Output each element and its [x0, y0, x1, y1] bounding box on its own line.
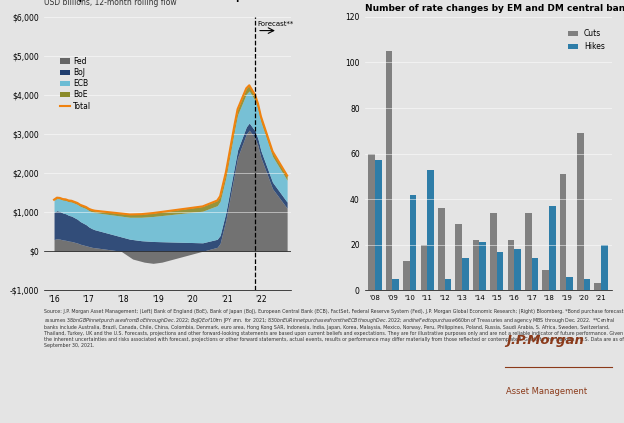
- Bar: [514, 249, 521, 290]
- Bar: [410, 195, 416, 290]
- Text: USD billions, 12-month rolling flow: USD billions, 12-month rolling flow: [44, 0, 177, 7]
- Bar: [542, 270, 549, 290]
- Text: Developed market central bank bond purchases*: Developed market central bank bond purch…: [44, 0, 293, 2]
- Text: Number of rate changes by EM and DM central banks***: Number of rate changes by EM and DM cent…: [364, 4, 624, 14]
- Bar: [445, 279, 451, 290]
- Bar: [438, 208, 445, 290]
- Bar: [421, 245, 427, 290]
- Text: Asset Management: Asset Management: [507, 387, 588, 396]
- Bar: [507, 240, 514, 290]
- Bar: [490, 213, 497, 290]
- Text: Forecast**: Forecast**: [257, 21, 293, 27]
- Text: Source: J.P. Morgan Asset Management; (Left) Bank of England (BoE), Bank of Japa: Source: J.P. Morgan Asset Management; (L…: [44, 309, 623, 348]
- Bar: [479, 242, 486, 290]
- Bar: [583, 279, 590, 290]
- Bar: [532, 258, 538, 290]
- Bar: [368, 154, 375, 290]
- Bar: [386, 51, 392, 290]
- Bar: [525, 213, 532, 290]
- Legend: Fed, BoJ, ECB, BoE, Total: Fed, BoJ, ECB, BoE, Total: [57, 54, 95, 114]
- Bar: [473, 240, 479, 290]
- Bar: [595, 283, 601, 290]
- Bar: [567, 277, 573, 290]
- Bar: [560, 174, 567, 290]
- Bar: [601, 245, 608, 290]
- Bar: [462, 258, 469, 290]
- Bar: [403, 261, 410, 290]
- Bar: [456, 224, 462, 290]
- Bar: [427, 170, 434, 290]
- Bar: [577, 133, 583, 290]
- Legend: Cuts, Hikes: Cuts, Hikes: [565, 26, 608, 54]
- Bar: [549, 206, 555, 290]
- Text: J.P.Morgan: J.P.Morgan: [507, 334, 584, 346]
- Bar: [392, 279, 399, 290]
- Bar: [375, 160, 382, 290]
- Bar: [497, 252, 504, 290]
